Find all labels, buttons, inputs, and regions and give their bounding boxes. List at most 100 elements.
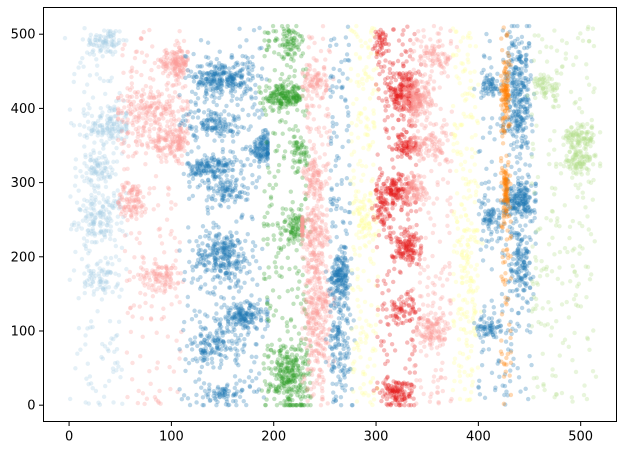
data-point <box>217 202 222 207</box>
data-point <box>290 220 296 226</box>
data-point <box>343 97 348 102</box>
data-point <box>111 369 116 375</box>
data-point <box>244 144 249 150</box>
data-point <box>276 371 282 376</box>
data-point <box>113 49 118 55</box>
data-point <box>264 95 269 100</box>
data-point <box>283 49 288 54</box>
data-point <box>346 58 352 63</box>
data-point <box>212 252 218 257</box>
data-point <box>86 251 91 256</box>
data-point <box>85 111 90 116</box>
data-point <box>265 210 270 216</box>
data-point <box>311 322 317 328</box>
data-point <box>87 39 93 44</box>
data-point <box>88 381 94 386</box>
data-point <box>315 333 321 338</box>
data-point <box>69 222 75 228</box>
data-point <box>169 206 174 211</box>
data-point <box>267 182 272 188</box>
data-point <box>114 159 120 164</box>
data-point <box>323 57 328 62</box>
data-point <box>272 372 278 378</box>
data-point <box>101 232 107 237</box>
data-point <box>127 87 133 93</box>
data-point <box>216 160 221 165</box>
data-point <box>214 77 219 82</box>
data-point <box>177 240 183 245</box>
data-point <box>92 140 97 145</box>
data-point <box>305 124 310 130</box>
data-point <box>124 111 129 116</box>
data-point <box>194 74 200 80</box>
data-point <box>279 54 284 59</box>
data-point <box>117 192 122 198</box>
data-point <box>180 161 185 166</box>
data-point <box>221 330 226 335</box>
data-point <box>271 99 276 104</box>
data-point <box>131 274 137 280</box>
data-point <box>111 121 117 126</box>
data-point <box>141 255 146 261</box>
data-point <box>187 179 192 185</box>
data-point <box>320 142 325 147</box>
data-point <box>199 81 205 86</box>
data-point <box>88 154 93 160</box>
data-point <box>208 87 213 93</box>
data-point <box>110 167 115 172</box>
data-point <box>106 220 111 226</box>
data-point <box>100 124 105 130</box>
data-point <box>95 163 101 169</box>
data-point <box>85 361 91 366</box>
data-point <box>291 84 296 89</box>
data-point <box>329 275 335 280</box>
data-point <box>98 228 104 233</box>
data-point <box>102 175 107 181</box>
data-point <box>300 238 305 243</box>
data-point <box>87 177 92 182</box>
data-point <box>261 237 266 242</box>
data-point <box>93 37 98 43</box>
data-point <box>304 337 309 342</box>
data-point <box>284 93 289 99</box>
data-point <box>91 168 97 173</box>
data-point <box>197 234 203 240</box>
data-point <box>83 246 89 252</box>
data-point <box>107 136 112 142</box>
data-point <box>214 302 219 307</box>
data-point <box>87 106 92 111</box>
data-point <box>159 159 164 165</box>
data-point <box>147 109 152 115</box>
data-point <box>230 86 236 92</box>
data-point <box>314 126 319 132</box>
data-point <box>202 388 208 394</box>
data-point <box>136 197 141 202</box>
data-point <box>110 262 115 267</box>
data-point <box>119 367 124 372</box>
data-point <box>118 211 124 217</box>
data-point <box>243 54 248 59</box>
data-point <box>209 116 214 121</box>
data-point <box>208 60 214 65</box>
data-point <box>87 36 93 41</box>
data-point <box>133 207 139 212</box>
data-point <box>156 227 161 232</box>
data-point <box>195 82 201 87</box>
data-point <box>105 104 111 109</box>
data-point <box>218 324 224 329</box>
data-point <box>316 321 321 326</box>
data-point <box>111 151 116 156</box>
data-point <box>143 151 149 156</box>
data-point <box>104 228 109 233</box>
data-point <box>105 261 110 267</box>
data-point <box>81 110 86 116</box>
data-point <box>93 215 98 220</box>
data-point <box>185 294 191 300</box>
data-point <box>257 115 262 120</box>
data-point <box>117 294 122 299</box>
data-point <box>236 279 241 284</box>
data-point <box>82 178 87 184</box>
data-point <box>276 245 282 250</box>
data-point <box>265 156 270 162</box>
data-point <box>117 227 122 233</box>
